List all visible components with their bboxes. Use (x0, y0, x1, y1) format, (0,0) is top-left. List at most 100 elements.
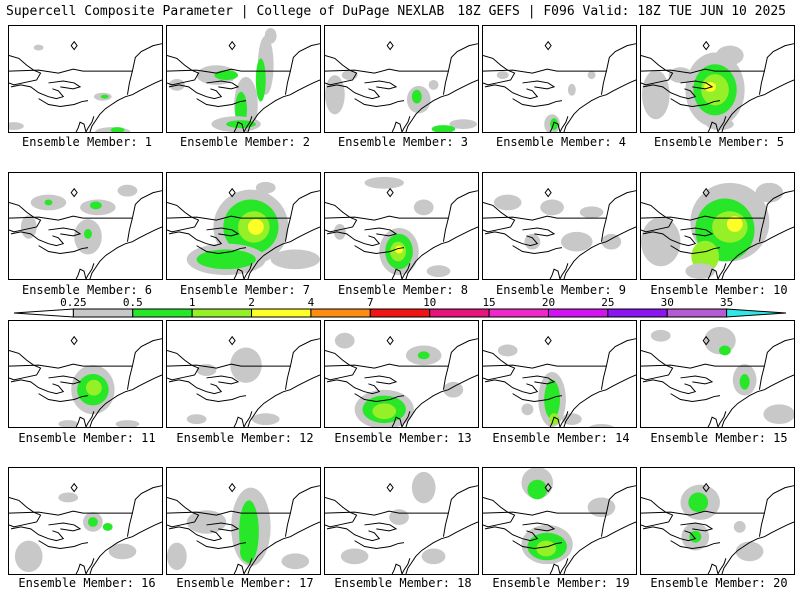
member-caption: Ensemble Member: 6 (21, 283, 153, 297)
colorbar-tick-label: 20 (541, 296, 556, 309)
member-caption: Ensemble Member: 17 (176, 576, 314, 590)
member-caption: Ensemble Member: 5 (653, 135, 785, 149)
scp-contour (587, 71, 596, 79)
scp-contour (85, 379, 102, 396)
colorbar-bin (607, 308, 668, 318)
scp-contour (115, 420, 140, 427)
colorbar-tick-label: 1 (188, 296, 196, 309)
scp-contour (281, 553, 310, 570)
colorbar-bin (72, 308, 134, 318)
scp-contour (270, 249, 320, 270)
scp-contour (587, 497, 616, 518)
scp-contour (84, 228, 92, 239)
scp-contour (668, 67, 693, 83)
scp-contour (108, 543, 137, 560)
map-panel (166, 320, 321, 428)
member-caption: Ensemble Member: 20 (650, 576, 788, 590)
map-outlines (483, 40, 636, 132)
scp-contour (421, 548, 446, 565)
scp-contour (117, 184, 138, 197)
scp-contour (497, 344, 518, 357)
map-panel (324, 25, 479, 133)
colorbar-bin (191, 308, 253, 318)
scp-contour (641, 217, 681, 267)
map-panel (482, 25, 637, 133)
scp-contour (186, 510, 227, 534)
scp-contour (230, 347, 262, 383)
scp-contour (549, 413, 560, 426)
scp-contour (102, 522, 113, 531)
scp-contour (650, 329, 671, 342)
colorbar-bin (488, 308, 549, 318)
colorbar-bin (251, 308, 312, 318)
scp-contour (58, 492, 79, 503)
scp-contour (641, 70, 670, 120)
map-outlines (9, 335, 162, 427)
scp-contour (716, 45, 744, 66)
scp-contour (739, 374, 750, 390)
scp-contour (247, 219, 264, 235)
scp-contour (704, 81, 717, 92)
scp-contour (44, 199, 53, 206)
map-outlines (9, 40, 162, 132)
scp-contour (493, 194, 522, 211)
scp-contour (536, 540, 557, 557)
scp-contour (372, 403, 397, 420)
scp-contour (701, 74, 729, 106)
map-outlines (167, 482, 320, 574)
scp-contour (110, 127, 125, 132)
scp-contour (364, 176, 404, 189)
map-outlines (483, 482, 636, 574)
scp-contour (186, 414, 207, 425)
colorbar-arrow-left (13, 308, 74, 318)
map-outlines (167, 187, 320, 279)
member-caption: Ensemble Member: 8 (337, 283, 469, 297)
member-caption: Ensemble Member: 14 (492, 431, 630, 445)
map-outlines (167, 335, 320, 427)
map-outlines (325, 40, 478, 132)
colorbar-tick-label: 30 (660, 296, 674, 309)
map-outlines (641, 187, 794, 279)
colorbar-tick-label: 25 (601, 296, 615, 309)
member-caption: Ensemble Member: 3 (337, 135, 469, 149)
map-panel (8, 25, 163, 133)
colorbar-tick-label: 10 (423, 296, 437, 309)
scp-contour (588, 424, 615, 427)
scp-contour (601, 233, 622, 250)
map-panel (166, 467, 321, 575)
map-outlines (483, 187, 636, 279)
member-caption: Ensemble Member: 11 (18, 431, 156, 445)
colorbar-bin (547, 308, 609, 318)
member-caption: Ensemble Member: 9 (495, 283, 627, 297)
map-panel (8, 467, 163, 575)
scp-contour (540, 199, 564, 216)
colorbar-tick-label: 35 (719, 296, 734, 309)
scp-contour (544, 379, 560, 420)
scp-contour (688, 492, 709, 513)
colorbar-bin (429, 308, 490, 318)
chart-title: Supercell Composite Parameter | College … (6, 4, 445, 19)
scp-contour (89, 201, 102, 210)
scp-contour (755, 182, 784, 203)
map-outlines (325, 335, 478, 427)
map-panel (640, 320, 795, 428)
member-caption: Ensemble Member: 18 (334, 576, 472, 590)
map-outlines (9, 482, 162, 574)
scp-contour (428, 79, 439, 90)
scp-contour (763, 404, 794, 425)
scp-contour (9, 122, 24, 131)
colorbar-tick-label: 0.5 (122, 296, 143, 309)
scp-contour (264, 27, 277, 44)
colorbar-tick-label: 7 (366, 296, 374, 309)
scp-contour (443, 381, 464, 398)
scp-contour (579, 206, 604, 219)
scp-contour (58, 420, 79, 427)
member-caption: Ensemble Member: 10 (650, 283, 788, 297)
colorbar-tick-label: 2 (248, 296, 255, 309)
member-caption: Ensemble Member: 7 (179, 283, 311, 297)
scp-contour (496, 71, 509, 79)
member-caption: Ensemble Member: 16 (18, 576, 156, 590)
map-panel (324, 172, 479, 280)
scp-contour (689, 530, 702, 543)
colorbar-bin (132, 308, 193, 318)
